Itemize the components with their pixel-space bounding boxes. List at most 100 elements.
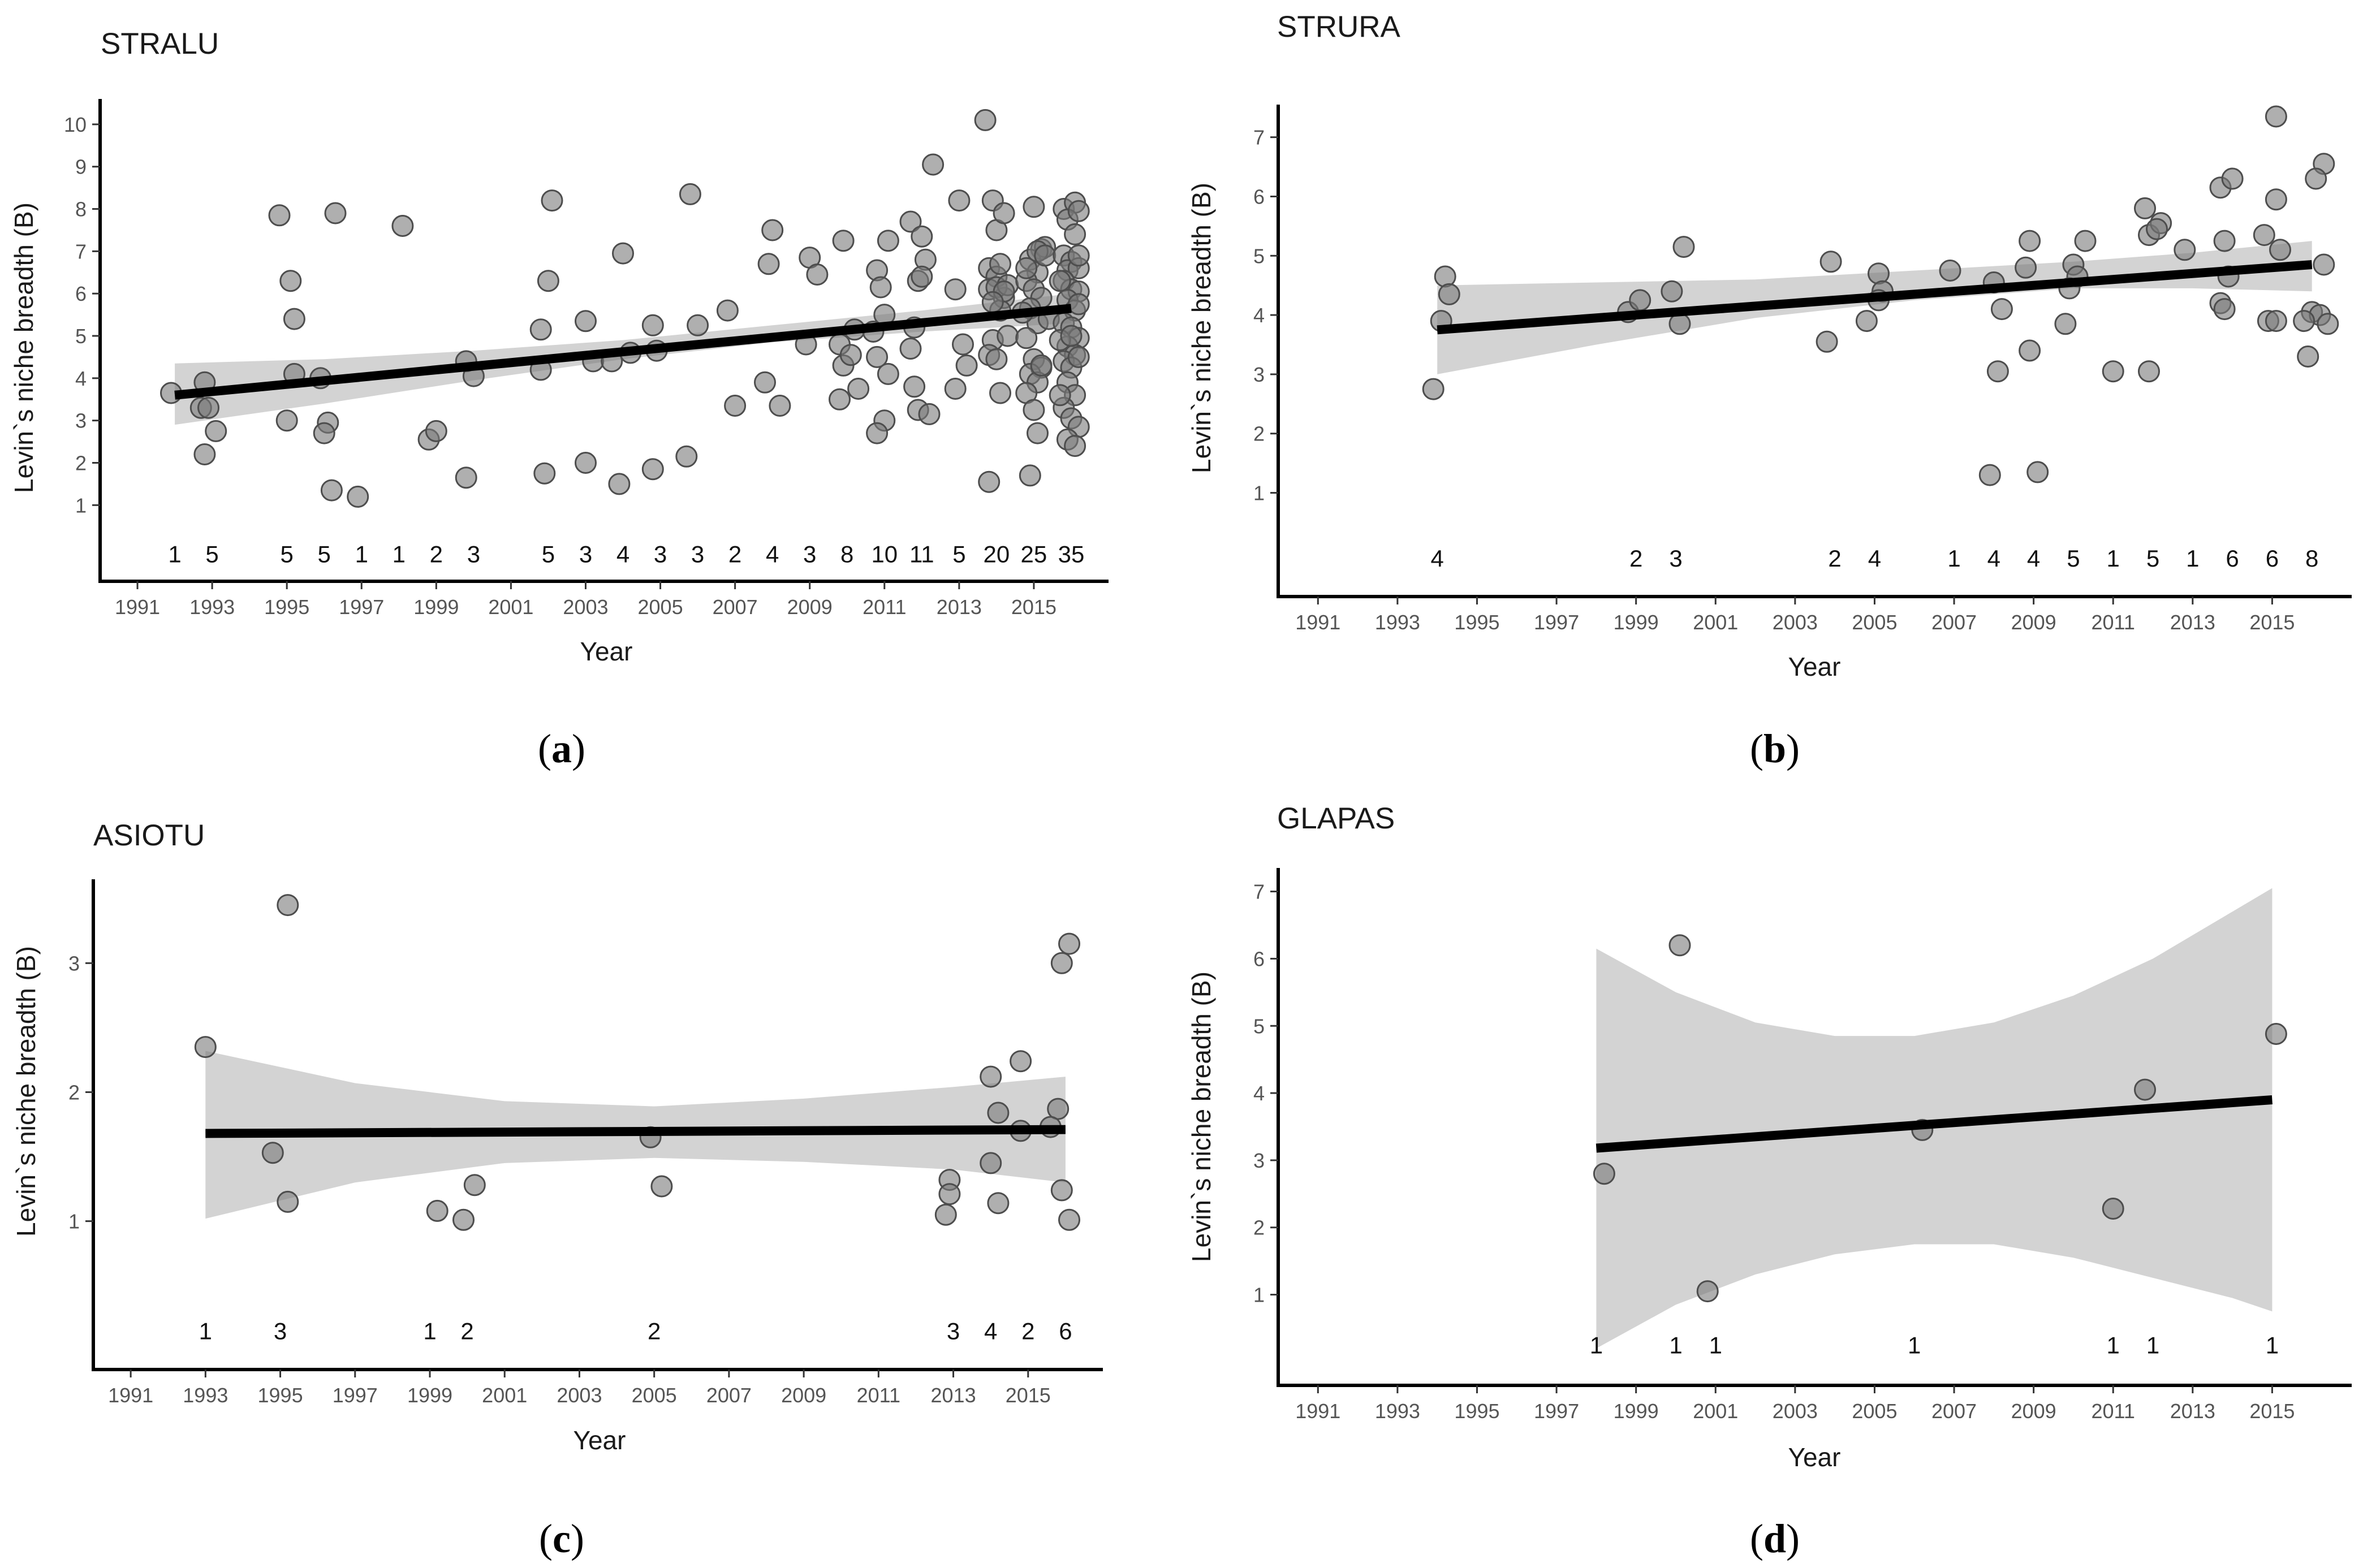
data-point [2313,253,2335,276]
x-tick-label: 1999 [413,595,459,619]
data-point [194,1036,217,1059]
x-tick-label: 1997 [339,595,384,619]
data-point [2265,188,2287,211]
sample-count-label: 10 [871,541,898,567]
x-tick-label: 1995 [258,1384,303,1407]
x-tick-label: 1999 [407,1384,452,1407]
x-tick-label: 1995 [1454,1399,1499,1423]
sample-count-label: 3 [803,541,816,567]
data-point [533,462,556,485]
data-point [980,1152,1002,1174]
y-axis-title: Levin`s niche breadth (B) [9,202,38,493]
data-point [1050,952,1073,974]
x-tick-label: 1995 [1454,611,1499,634]
sample-count-label: 2 [1828,545,1841,572]
data-point [866,422,889,444]
x-tick-label: 2007 [1931,1399,1977,1423]
data-point [2265,105,2287,128]
data-point [455,466,477,489]
data-point [679,183,701,205]
sample-count-label: 4 [984,1318,997,1345]
y-tick-label: 2 [75,451,87,474]
x-tick-label: 2011 [2092,1399,2135,1423]
panel-glapas: GLAPAS 1991 1993 1995 1997 1999 2001 2003 2005 2… [1187,802,2352,1561]
data-point [1015,257,1038,279]
x-tick-label: 1997 [1534,611,1579,634]
x-tick-label: 1993 [1375,611,1420,634]
x-tick-label: 2013 [2170,611,2215,634]
data-point [193,443,216,465]
data-point [980,1065,1002,1088]
data-point [877,362,899,385]
data-point [2054,313,2077,335]
data-point [1019,464,1041,487]
y-tick-label: 1 [1253,1284,1265,1307]
x-tick-label: 2007 [1931,611,1977,634]
data-point [974,109,997,131]
data-point [993,202,1015,224]
x-tick-label: 2015 [1011,595,1057,619]
y-tick-label: 3 [1253,363,1265,386]
data-point [277,1190,299,1213]
x-tick-label: 2015 [2249,611,2295,634]
y-tick-label: 2 [1253,1216,1265,1239]
data-point [1067,293,1090,316]
x-tick-label: 2007 [706,1384,752,1407]
data-point [612,242,634,265]
data-point [2026,461,2049,483]
x-tick-label: 2015 [2249,1399,2295,1423]
x-tick-label: 2013 [937,595,982,619]
sample-count-label: 11 [909,541,934,567]
x-tick-label: 2001 [482,1384,527,1407]
x-axis-title: Year [580,637,633,666]
x-tick-label: 1993 [189,595,235,619]
data-point [944,378,967,400]
x-tick-label: 2015 [1006,1384,1051,1407]
panel-title: STRALU [101,27,219,61]
panel-stralu: STRALU 1991 1993 1995 1997 1999 2001 2003 2005 2… [9,27,1109,771]
data-point [1629,289,1651,312]
data-point [839,344,862,366]
x-tick-label: 2013 [2170,1399,2215,1423]
data-point [2019,230,2041,252]
sample-count-label: 1 [199,1318,212,1345]
data-point [541,189,563,212]
panel-title: ASIOTU [93,819,205,852]
data-point [1990,298,2013,321]
data-point [1023,196,1045,218]
sample-count-label: 3 [579,541,592,567]
data-point [847,378,870,400]
data-point [989,382,1011,404]
panel-asiotu: ASIOTU 1991 1993 1995 1997 1999 2001 2003 2005 2… [11,819,1103,1561]
data-point [537,270,559,292]
y-tick-label: 3 [1253,1149,1265,1172]
trend-line [1596,1095,2273,1153]
data-point [934,1203,957,1226]
sample-count-label: 2 [430,541,443,567]
x-tick-label: 1991 [115,595,160,619]
data-point [2174,239,2196,261]
data-point [2074,230,2097,252]
data-point [268,204,291,227]
x-tick-label: 2009 [2011,1399,2056,1423]
data-point [716,299,739,322]
data-point [575,310,597,332]
data-point [1058,1208,1080,1231]
data-point [2134,197,2156,219]
sample-count-label: 3 [691,541,704,567]
data-point [1939,260,1961,282]
sample-count-label: 3 [1669,545,1682,572]
data-point [425,420,447,442]
sample-count-label: 2 [648,1318,661,1345]
panel-title: GLAPAS [1277,802,1395,835]
y-tick-label: 2 [1253,422,1265,446]
data-point [675,445,698,468]
x-tick-label: 1993 [183,1384,228,1407]
data-point [989,253,1011,275]
sample-count-label: 4 [1431,545,1444,572]
sample-count-label: 5 [2067,545,2080,572]
data-point [866,345,889,368]
x-tick-label: 1999 [1614,611,1659,634]
y-tick-label: 2 [68,1081,80,1104]
data-point [1434,265,1456,288]
